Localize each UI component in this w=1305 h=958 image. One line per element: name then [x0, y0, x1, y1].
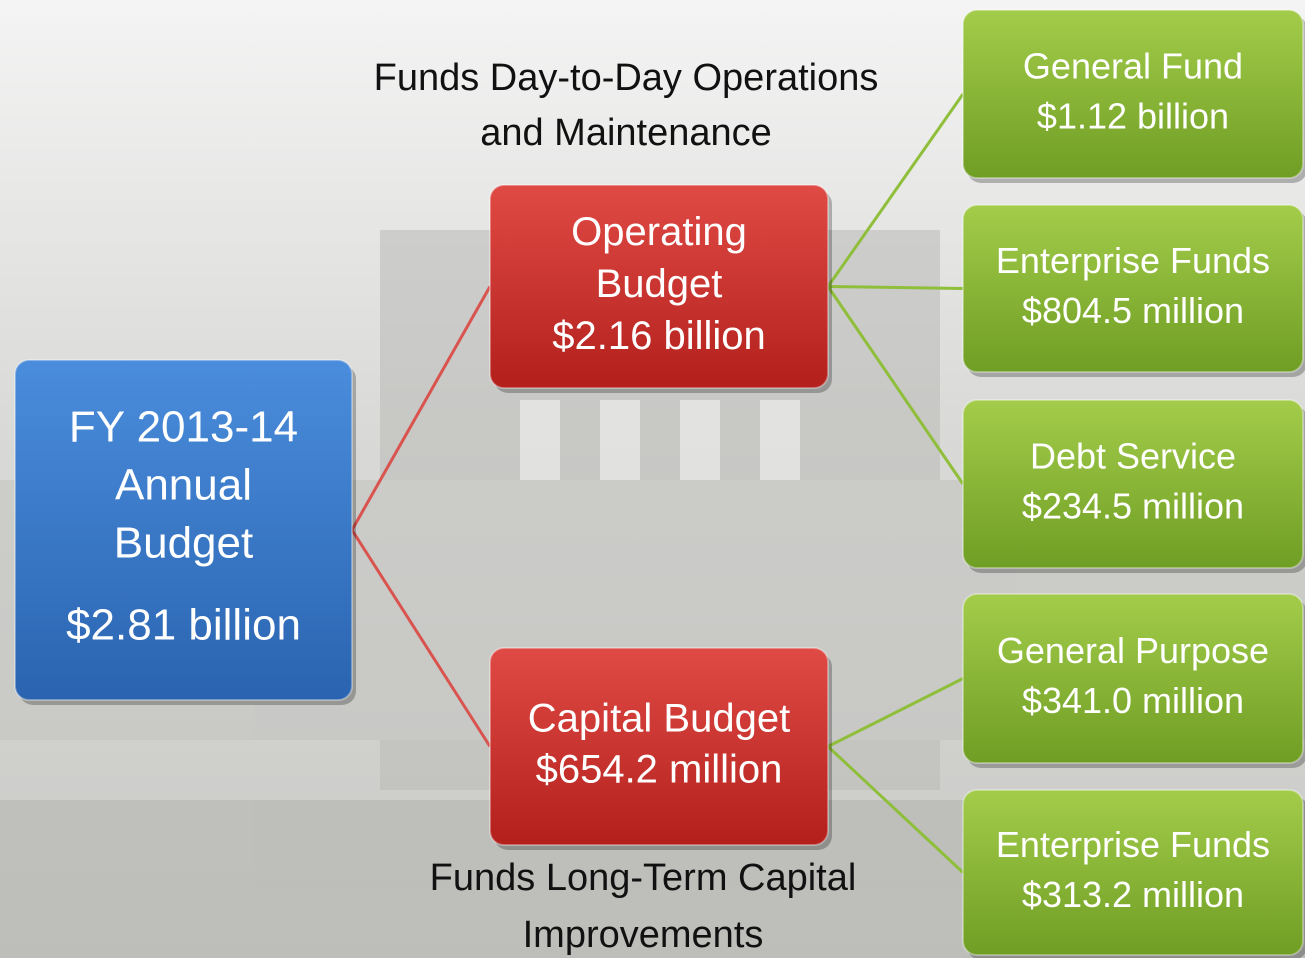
node-label: Enterprise Funds	[996, 824, 1270, 865]
node-label: $313.2 million	[1022, 874, 1244, 915]
node-label: $341.0 million	[1022, 680, 1244, 721]
annotation: Funds Day-to-Day Operations	[374, 57, 879, 99]
node-label: FY 2013-14	[69, 403, 298, 452]
node-label: $2.16 billion	[552, 314, 766, 358]
node-label: $804.5 million	[1022, 290, 1244, 331]
node-label: Capital Budget	[528, 697, 790, 741]
connector	[826, 93, 965, 288]
node-label: $2.81 billion	[66, 601, 301, 650]
node-label: Budget	[114, 519, 253, 568]
connector	[350, 529, 492, 748]
annotation: Funds Long-Term Capital	[430, 857, 857, 899]
connector	[826, 285, 965, 485]
node-label: Debt Service	[1030, 436, 1236, 477]
annotation: and Maintenance	[480, 112, 772, 154]
root-box	[14, 359, 353, 701]
fund-box	[962, 789, 1304, 956]
fund-box	[962, 204, 1304, 373]
node-label: Enterprise Funds	[996, 240, 1270, 281]
branch-box	[489, 184, 829, 389]
fund-box	[962, 9, 1304, 179]
boxes: FY 2013-14 Annual Budget $2.81 billion Opera…	[14, 9, 1305, 958]
fund-box	[962, 399, 1304, 569]
node-label: $234.5 million	[1022, 486, 1244, 527]
connector	[827, 285, 964, 290]
node-label: General Purpose	[997, 630, 1269, 671]
node-label: Budget	[596, 262, 723, 306]
node-label: $1.12 billion	[1037, 96, 1229, 137]
branch-box	[489, 647, 829, 846]
fund-box	[962, 593, 1304, 764]
node-label: General Fund	[1023, 46, 1243, 87]
node-label: $654.2 million	[536, 748, 783, 792]
node-label: Operating	[571, 210, 747, 254]
annotation: Improvements	[523, 914, 764, 956]
connector	[827, 677, 964, 748]
connector	[350, 285, 492, 531]
node-label: Annual	[115, 461, 252, 510]
connectors	[350, 93, 965, 874]
connector	[826, 745, 965, 874]
